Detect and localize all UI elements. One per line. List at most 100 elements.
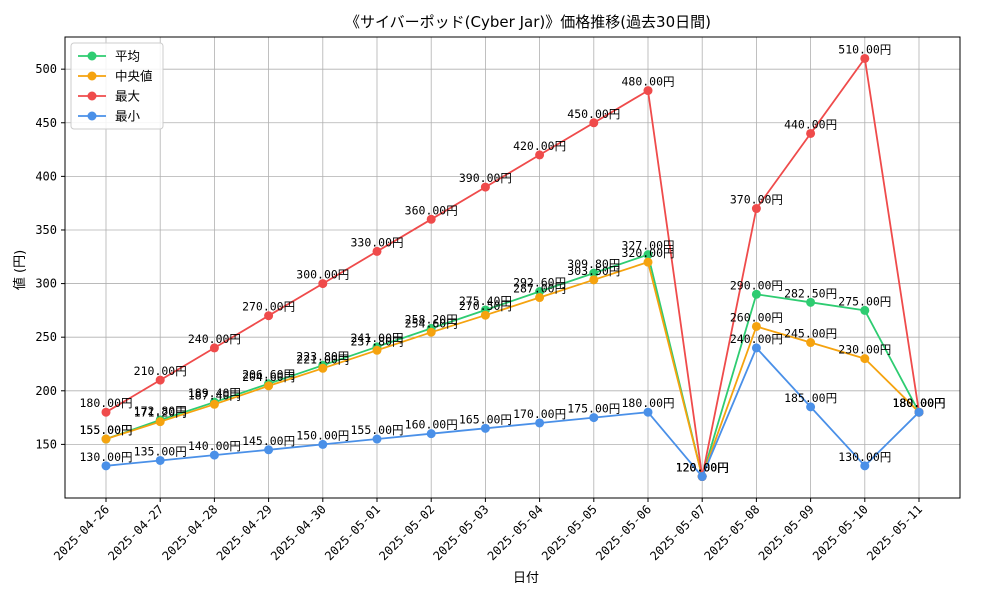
y-axis-ticks: 150 200 250 300 350 400 450 500	[35, 62, 65, 451]
plot-frame	[64, 36, 961, 499]
data-point	[535, 293, 545, 303]
data-label: 160.00円	[405, 418, 458, 432]
data-labels: 155.00円172.80円189.40円206.60円223.80円241.0…	[79, 42, 945, 474]
data-point	[372, 434, 382, 444]
legend-item: 中央値	[78, 69, 153, 84]
series-3	[101, 343, 924, 482]
data-label: 480.00円	[621, 75, 674, 89]
y-tick-label: 350	[35, 223, 57, 237]
data-point	[426, 327, 436, 337]
grid-lines	[65, 37, 960, 498]
data-point	[751, 204, 761, 214]
data-point	[806, 128, 816, 138]
data-point	[751, 343, 761, 353]
data-point	[806, 338, 816, 348]
data-label: 145.00円	[242, 434, 295, 448]
x-tick-label: 2025-04-26	[51, 502, 112, 563]
data-label: 258.20円	[405, 312, 458, 326]
data-label: 210.00円	[134, 364, 187, 378]
data-point	[751, 321, 761, 331]
series-layer	[101, 53, 924, 482]
data-label: 130.00円	[79, 450, 132, 464]
legend-label: 最小	[115, 109, 141, 124]
data-label: 260.00円	[730, 310, 783, 324]
data-label: 180.00円	[621, 396, 674, 410]
data-label: 150.00円	[296, 428, 349, 442]
data-label: 185.00円	[784, 391, 837, 405]
data-point	[155, 455, 165, 465]
data-label: 171.20円	[134, 406, 187, 420]
data-label: 300.00円	[296, 268, 349, 282]
data-label: 420.00円	[513, 139, 566, 153]
data-label: 130.00円	[838, 450, 891, 464]
data-label: 282.50円	[784, 286, 837, 300]
x-tick-label: 2025-05-02	[376, 502, 437, 563]
y-tick-label: 300	[35, 277, 57, 291]
x-tick-label: 2025-05-11	[864, 502, 925, 563]
data-label: 155.00円	[79, 423, 132, 437]
data-label: 309.80円	[567, 257, 620, 271]
legend-item: 最大	[78, 89, 140, 104]
data-point	[372, 246, 382, 256]
data-point	[264, 311, 274, 321]
data-point	[426, 214, 436, 224]
data-point	[589, 413, 599, 423]
data-point	[643, 86, 653, 96]
data-label: 254.60円	[405, 316, 458, 330]
legend-box	[70, 42, 164, 130]
data-label: 327.00円	[621, 239, 674, 253]
data-point	[914, 407, 924, 417]
data-point	[155, 417, 165, 427]
data-point	[643, 257, 653, 267]
data-point	[697, 472, 707, 482]
data-label: 165.00円	[459, 412, 512, 426]
data-point	[209, 450, 219, 460]
data-label: 287.00円	[513, 282, 566, 296]
x-tick-label: 2025-05-06	[593, 502, 654, 563]
data-point	[535, 150, 545, 160]
data-label: 510.00円	[838, 42, 891, 56]
data-label: 245.00円	[784, 327, 837, 341]
data-label: 187.40円	[188, 388, 241, 402]
data-label: 330.00円	[350, 235, 403, 249]
legend-item: 平均	[78, 49, 140, 64]
x-tick-label: 2025-04-30	[268, 502, 329, 563]
x-axis-title: 日付	[513, 571, 539, 586]
data-point	[589, 275, 599, 285]
legend-item: 最小	[78, 109, 141, 124]
legend-label: 中央値	[115, 69, 153, 84]
x-tick-label: 2025-05-04	[485, 502, 546, 563]
x-tick-label: 2025-05-10	[810, 502, 871, 563]
legend-label: 最大	[115, 89, 140, 104]
data-label: 320.00円	[621, 246, 674, 260]
legend-swatch-marker	[87, 71, 97, 81]
data-point	[751, 289, 761, 299]
data-point	[155, 375, 165, 385]
data-label: 155.00円	[79, 423, 132, 437]
data-label: 303.50円	[567, 264, 620, 278]
data-point	[860, 354, 870, 364]
data-label: 292.60円	[513, 276, 566, 290]
data-label: 180.00円	[892, 396, 945, 410]
data-label: 155.00円	[350, 423, 403, 437]
data-label: 241.00円	[350, 331, 403, 345]
x-tick-label: 2025-05-08	[702, 502, 763, 563]
data-label: 270.50円	[459, 299, 512, 313]
series-2	[101, 53, 924, 482]
data-label: 180.00円	[79, 396, 132, 410]
data-label: 440.00円	[784, 117, 837, 131]
data-point	[860, 53, 870, 63]
data-point	[264, 445, 274, 455]
data-label: 360.00円	[405, 203, 458, 217]
data-point	[806, 402, 816, 412]
data-label: 206.60円	[242, 368, 295, 382]
data-point	[209, 399, 219, 409]
legend-swatch-marker	[87, 91, 97, 101]
y-tick-label: 200	[35, 384, 57, 398]
x-tick-label: 2025-05-07	[647, 502, 708, 563]
legend-swatch-marker	[87, 111, 97, 121]
data-point	[643, 250, 653, 260]
data-label: 275.00円	[838, 294, 891, 308]
data-point	[480, 310, 490, 320]
data-label: 390.00円	[459, 171, 512, 185]
